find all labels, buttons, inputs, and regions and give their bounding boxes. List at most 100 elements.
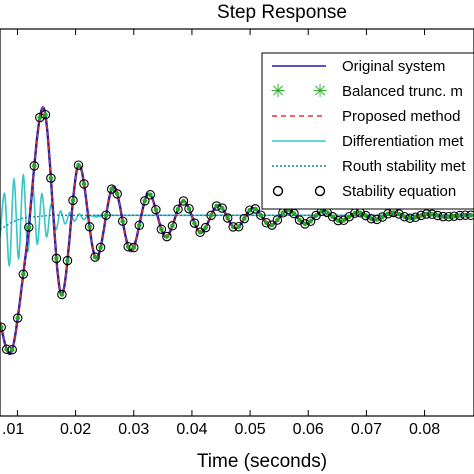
stability-equation-marker <box>101 210 111 220</box>
stability-equation-marker <box>106 184 117 194</box>
balanced-trunc-marker <box>324 210 330 215</box>
stability-equation-marker <box>372 214 382 225</box>
x-axis: .01 0.02 0.03 0.04 0.05 0.06 0.07 0.08 <box>2 29 440 438</box>
balanced-trunc-marker <box>87 224 92 230</box>
balanced-trunc-marker <box>114 191 120 197</box>
balanced-trunc-marker <box>236 224 241 229</box>
x-tick-label: 0.05 <box>235 421 266 438</box>
legend: Original system ✳ ✳ Balanced trunc. m Propos… <box>261 52 474 210</box>
legend-star-marker: ✳ <box>270 81 285 102</box>
stability-equation-marker <box>40 109 51 120</box>
balanced-trunc-marker <box>181 198 186 204</box>
axes-frame <box>0 28 474 417</box>
balanced-trunc-marker <box>291 211 297 216</box>
stability-equation-marker <box>300 219 310 229</box>
stability-equation-marker <box>361 210 371 221</box>
balanced-trunc-marker <box>54 256 59 261</box>
stability-equation-marker <box>18 269 29 279</box>
balanced-trunc-marker <box>330 214 336 220</box>
balanced-trunc-marker <box>103 212 109 218</box>
stability-equation-marker <box>90 252 100 262</box>
x-tick-label: 0.04 <box>176 421 207 438</box>
balanced-trunc-marker <box>0 324 4 330</box>
balanced-trunc-marker <box>258 212 264 218</box>
balanced-trunc-marker <box>26 224 32 230</box>
legend-label: Routh stability met <box>342 158 466 175</box>
balanced-trunc-marker <box>313 213 319 218</box>
stability-equation-marker <box>84 222 95 232</box>
balanced-trunc-marker <box>92 254 98 260</box>
balanced-trunc-marker <box>70 198 76 203</box>
balanced-trunc-marker <box>43 112 48 117</box>
balanced-trunc-marker <box>269 222 275 228</box>
legend-label: Balanced trunc. m <box>342 83 463 100</box>
x-tick-label: .01 <box>2 421 24 438</box>
balanced-trunc-marker <box>15 315 20 321</box>
stability-equation-marker <box>7 344 17 355</box>
balanced-trunc-marker <box>32 163 37 169</box>
balanced-trunc-marker <box>225 215 230 221</box>
balanced-trunc-marker <box>59 292 65 297</box>
balanced-trunc-marker <box>197 230 203 235</box>
balanced-trunc-marker <box>341 218 347 223</box>
stability-equation-marker <box>261 218 272 228</box>
x-tick-label: 0.03 <box>118 421 149 438</box>
balanced-trunc-marker <box>120 218 125 224</box>
stability-equation-marker <box>145 190 156 200</box>
balanced-trunc-marker <box>142 198 148 204</box>
stability-equation-marker <box>57 289 67 300</box>
balanced-trunc-marker <box>48 175 54 181</box>
stability-equation-marker <box>250 204 261 214</box>
balanced-trunc-marker <box>280 210 286 216</box>
stability-equation-marker <box>140 196 150 206</box>
stability-equation-marker <box>156 224 167 235</box>
balanced-trunc-marker <box>219 205 225 211</box>
balanced-trunc-marker <box>9 347 15 353</box>
x-tick-label: 0.06 <box>293 421 324 438</box>
stability-equation-marker <box>167 221 178 231</box>
stability-equation-marker <box>95 242 106 253</box>
balanced-trunc-marker <box>203 225 208 230</box>
balanced-trunc-marker <box>253 206 258 212</box>
balanced-trunc-marker <box>192 220 197 226</box>
balanced-trunc-marker <box>76 162 81 168</box>
legend-label: Differentiation met <box>342 133 464 150</box>
legend-circle-marker <box>272 185 284 197</box>
stability-equation-marker <box>62 255 73 266</box>
stability-equation-marker <box>68 195 78 206</box>
x-tick-label: 0.07 <box>351 421 382 438</box>
stability-equation-marker <box>12 313 23 323</box>
stability-equation-marker <box>134 220 145 231</box>
stability-equation-marker <box>206 210 216 221</box>
stability-equation-marker <box>200 222 211 233</box>
balanced-trunc-marker <box>21 271 26 277</box>
stability-equation-marker <box>46 173 56 183</box>
stability-equation-marker <box>0 322 6 332</box>
balanced-trunc-marker <box>98 245 103 250</box>
balanced-trunc-marker <box>297 217 302 223</box>
balanced-trunc-marker <box>109 186 114 192</box>
stability-equation-marker <box>222 213 233 223</box>
stability-equation-marker <box>195 227 205 238</box>
stability-equation-marker <box>151 204 161 215</box>
x-axis-label: Time (seconds) <box>197 451 327 472</box>
stability-equation-marker <box>35 112 45 123</box>
stability-equation-marker <box>51 253 62 264</box>
stability-equation-marker <box>29 161 40 171</box>
stability-equation-marker <box>305 216 316 227</box>
balanced-trunc-marker <box>380 214 385 220</box>
plot-area <box>0 106 474 356</box>
series-differentiation-line <box>0 172 474 268</box>
stability-equation-marker <box>79 179 89 189</box>
stability-equation-marker <box>24 222 34 232</box>
stability-equation-marker <box>394 209 404 219</box>
legend-label: Proposed method <box>342 108 460 125</box>
stability-equation-marker <box>217 203 227 213</box>
x-tick-label: 0.08 <box>409 421 440 438</box>
stability-equation-marker <box>173 204 183 215</box>
balanced-trunc-marker <box>153 207 159 212</box>
balanced-trunc-marker <box>137 223 142 228</box>
balanced-trunc-marker <box>159 227 164 232</box>
stability-equation-marker <box>117 216 128 226</box>
balanced-trunc-marker <box>308 219 313 224</box>
